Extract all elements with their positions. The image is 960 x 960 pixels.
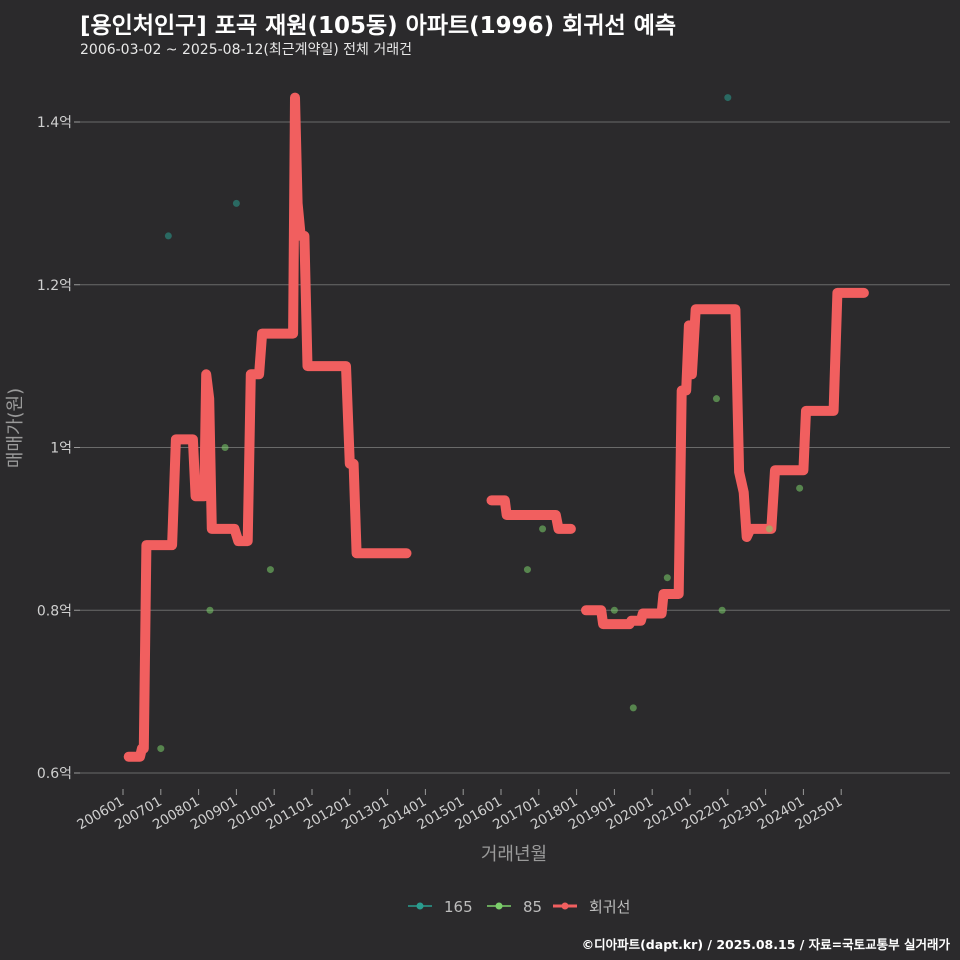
legend-swatch-dot (495, 902, 503, 910)
point-85 (206, 606, 214, 614)
point-85 (610, 606, 618, 614)
point-85 (663, 574, 671, 582)
point-85 (718, 606, 726, 614)
legend-label: 회귀선 (589, 898, 630, 916)
legend-swatch-dot (416, 902, 424, 910)
regression-line-group (123, 92, 869, 762)
regression-line-segment (486, 495, 576, 534)
point-85 (765, 525, 773, 533)
y-tick-label: 0.8억 (37, 603, 72, 619)
legend-swatch-dot (561, 902, 569, 910)
legend-label: 85 (523, 898, 542, 916)
point-85 (157, 745, 165, 753)
legend: 165 85 회귀선 (408, 898, 630, 916)
point-85 (712, 395, 720, 403)
point-85 (796, 484, 804, 492)
chart-subtitle: 2006-03-02 ~ 2025-08-12(최근계약일) 전체 거래건 (80, 42, 412, 58)
point-85 (523, 566, 531, 574)
chart-title: [용인처인구] 포곡 재원(105동) 아파트(1996) 회귀선 예측 (80, 13, 677, 39)
x-axis-label: 거래년월 (481, 844, 547, 865)
point-165 (724, 94, 732, 102)
point-85 (221, 444, 229, 451)
point-85 (266, 566, 274, 574)
point-85 (539, 525, 547, 533)
y-axis-label: 매매가(원) (5, 388, 26, 468)
grid-lines (80, 121, 950, 774)
source-caption: ©디아파트(dapt.kr) / 2025.08.15 / 자료=국토교통부 실… (581, 937, 950, 952)
regression-line-segment (123, 92, 412, 762)
y-axis-ticks: 0.6억 0.8억 1억 1.2억 1.4억 (37, 115, 80, 782)
x-axis-ticks: 2006012007012008012009012010012011012012… (74, 789, 845, 833)
regression-line-segment (581, 287, 869, 630)
scatter-points (157, 94, 804, 753)
legend-label: 165 (444, 898, 473, 916)
point-85 (629, 704, 637, 712)
y-tick-label: 1억 (50, 441, 72, 457)
point-165 (164, 232, 172, 240)
y-tick-label: 1.4억 (37, 115, 72, 131)
y-tick-label: 1.2억 (37, 278, 72, 294)
point-165 (232, 199, 240, 207)
y-tick-label: 0.6억 (37, 766, 72, 782)
